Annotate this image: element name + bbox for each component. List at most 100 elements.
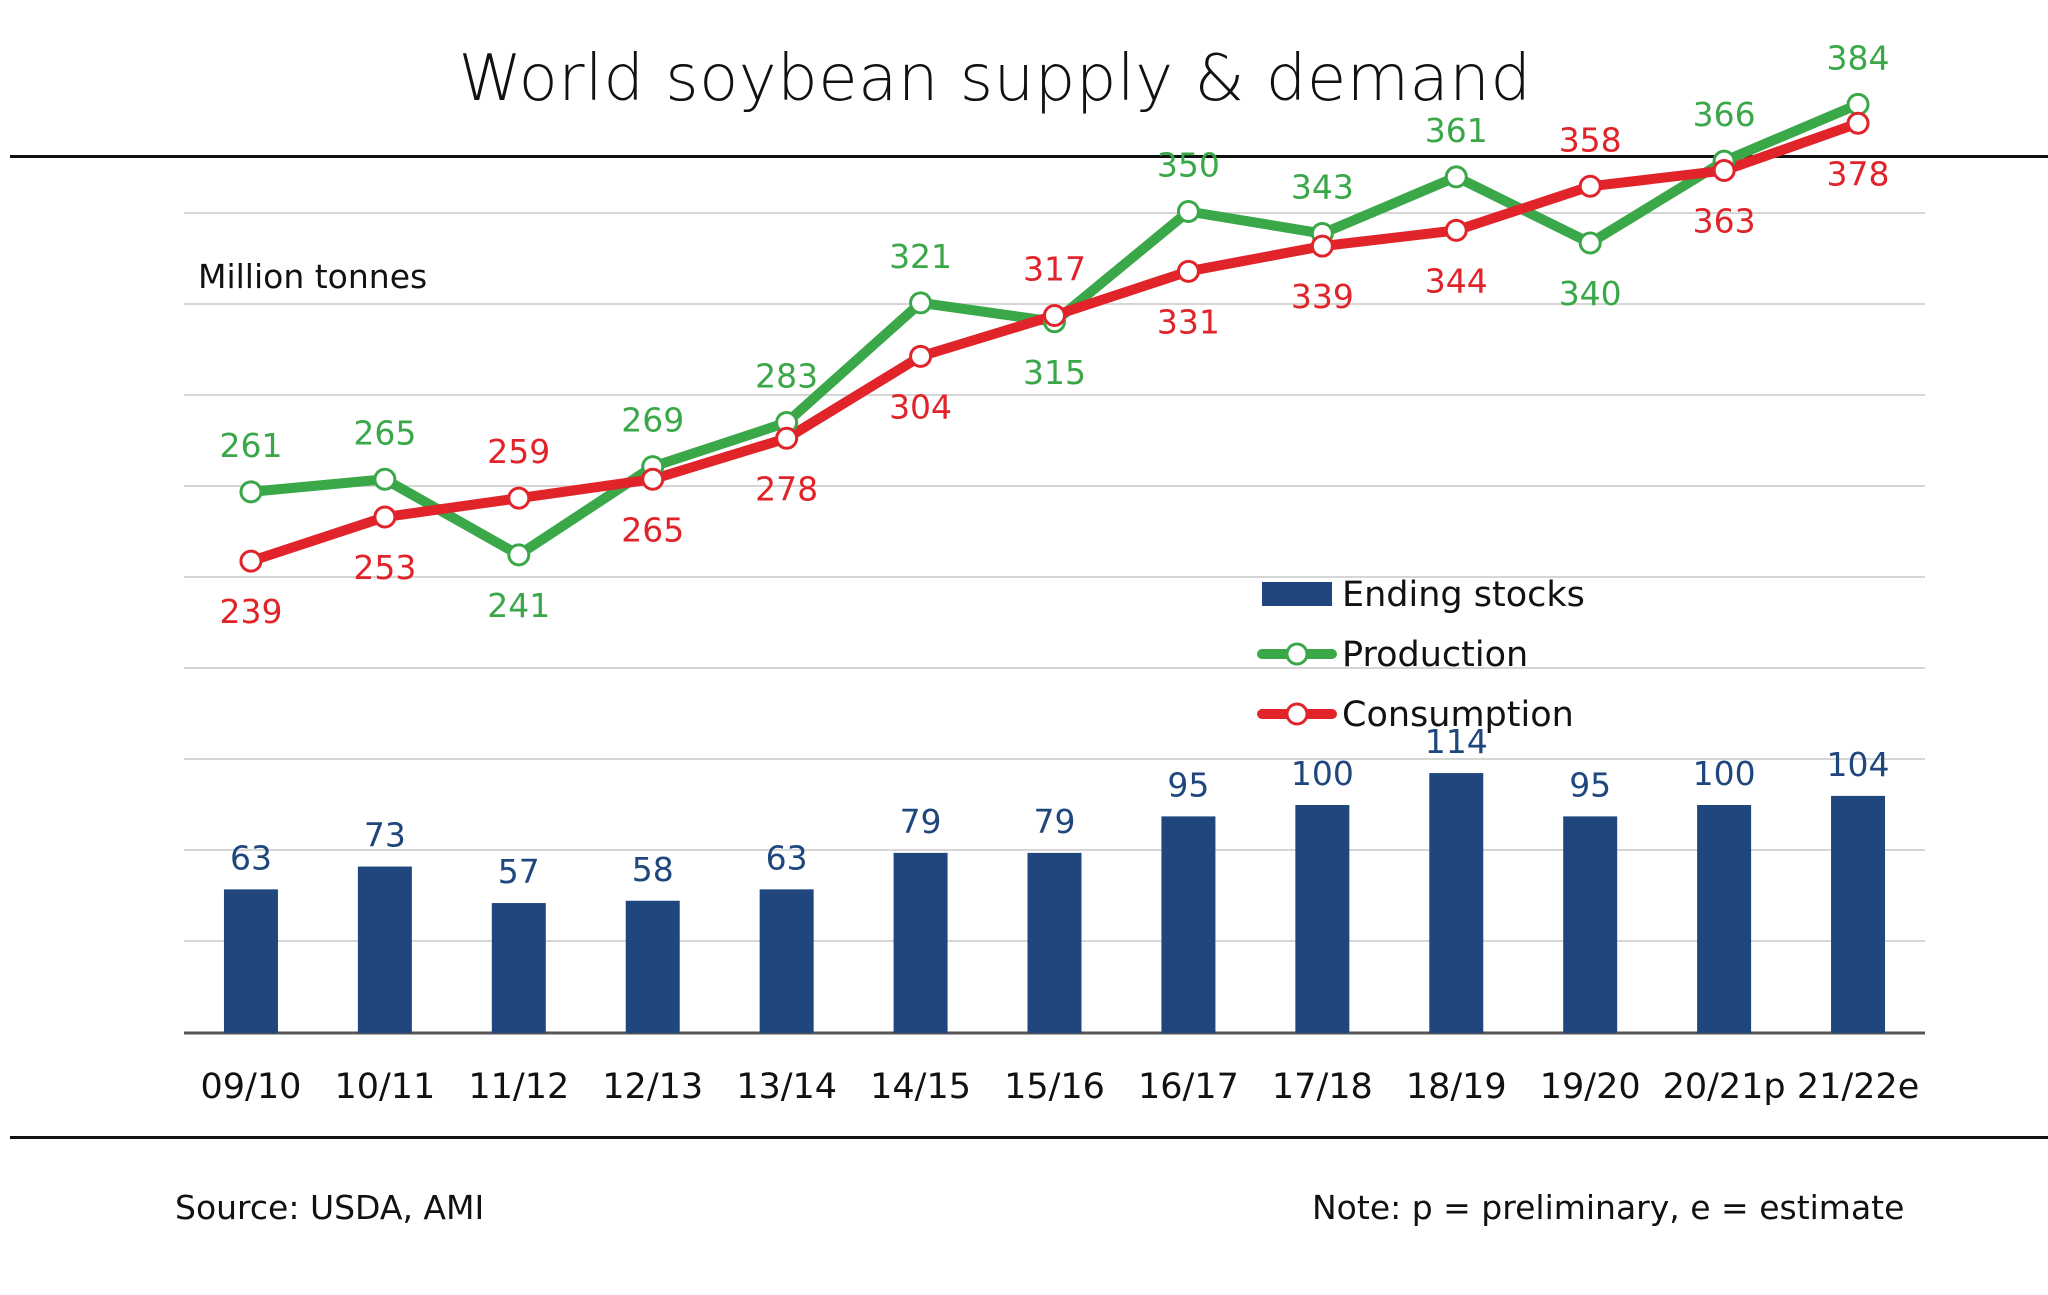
- production-label: 384: [1827, 38, 1890, 77]
- consumption-label: 278: [755, 469, 818, 508]
- production-label: 265: [353, 413, 416, 452]
- ending-stocks-bar: [1831, 795, 1886, 1033]
- legend-ending-stocks-swatch: [1262, 582, 1332, 606]
- consumption-marker: [1712, 159, 1736, 183]
- ending-stocks-label: 63: [230, 838, 272, 877]
- x-tick-label: 10/11: [334, 1067, 435, 1107]
- ending-stocks-bar: [223, 889, 278, 1033]
- consumption-marker: [1846, 111, 1870, 135]
- ending-stocks-bar: [357, 866, 412, 1033]
- x-tick-label: 21/22e: [1797, 1067, 1919, 1107]
- ending-stocks-label: 104: [1827, 745, 1890, 784]
- production-marker: [239, 480, 263, 504]
- production-label: 340: [1559, 274, 1622, 313]
- ending-stocks-bar: [491, 903, 546, 1033]
- x-tick-label: 14/15: [870, 1067, 971, 1107]
- consumption-label: 253: [353, 548, 416, 587]
- ending-stocks-label: 114: [1425, 722, 1488, 761]
- legend-production-marker: [1285, 642, 1309, 666]
- ending-stocks-label: 73: [364, 816, 406, 855]
- legend-ending-stocks-label: Ending stocks: [1342, 575, 1585, 615]
- consumption-label: 317: [1023, 249, 1086, 288]
- consumption-label: 358: [1559, 120, 1622, 159]
- production-label: 283: [755, 357, 818, 396]
- production-marker: [1176, 200, 1200, 223]
- production-label: 315: [1023, 353, 1086, 392]
- consumption-label: 265: [621, 510, 684, 549]
- production-label: 366: [1693, 95, 1756, 134]
- ending-stocks-labels: 63 73 57 58 63 79 79 95 100 114 95 100 104: [230, 722, 1890, 891]
- consumption-marker: [1310, 234, 1334, 258]
- consumption-marker: [239, 549, 263, 573]
- ending-stocks-bar: [1697, 805, 1752, 1033]
- production-marker: [507, 543, 531, 567]
- production-marker: [1846, 92, 1870, 116]
- consumption-label: 304: [889, 387, 952, 426]
- ending-stocks-label: 79: [1034, 802, 1076, 841]
- source-note: Source: USDA, AMI: [175, 1188, 485, 1227]
- x-axis-labels: 09/10 10/11 11/12 12/13 13/14 14/15 15/16 16/17…: [201, 1067, 1920, 1107]
- production-label: 350: [1157, 146, 1220, 185]
- consumption-marker: [1176, 259, 1200, 283]
- ending-stocks-bar: [759, 889, 814, 1033]
- x-tick-label: 15/16: [1004, 1067, 1105, 1107]
- ending-stocks-bar: [1429, 773, 1484, 1033]
- ending-stocks-label: 100: [1693, 754, 1756, 793]
- x-tick-label: 12/13: [602, 1067, 703, 1107]
- ending-stocks-bar: [1563, 816, 1618, 1033]
- consumption-marker: [1444, 218, 1468, 242]
- consumption-label: 363: [1693, 202, 1756, 241]
- ending-stocks-label: 57: [498, 852, 540, 891]
- ending-stocks-label: 58: [632, 850, 674, 889]
- x-tick-label: 11/12: [468, 1067, 569, 1107]
- legend: Ending stocks Production Consumption: [1257, 575, 1585, 735]
- ending-stocks-bars: [223, 773, 1886, 1033]
- consumption-marker: [641, 467, 665, 491]
- production-label: 241: [487, 586, 550, 625]
- consumption-marker: [909, 344, 933, 368]
- ending-stocks-label: 100: [1291, 754, 1354, 793]
- abbreviation-note: Note: p = preliminary, e = estimate: [1312, 1188, 1905, 1227]
- consumption-line: [245, 118, 1864, 567]
- consumption-marker: [775, 426, 799, 450]
- ending-stocks-bar: [625, 900, 680, 1033]
- x-tick-label: 18/19: [1406, 1067, 1507, 1107]
- production-marker: [373, 467, 397, 491]
- consumption-label: 331: [1157, 302, 1220, 341]
- x-tick-label: 09/10: [201, 1067, 302, 1107]
- x-tick-label: 19/20: [1540, 1067, 1641, 1107]
- x-tick-label: 17/18: [1272, 1067, 1373, 1107]
- ending-stocks-label: 95: [1167, 765, 1209, 804]
- production-marker: [1578, 231, 1602, 255]
- consumption-label: 378: [1827, 154, 1890, 193]
- production-label: 321: [889, 237, 952, 276]
- consumption-label: 339: [1291, 277, 1354, 316]
- top-divider: [10, 155, 2048, 158]
- ending-stocks-label: 63: [766, 838, 808, 877]
- x-tick-label: 20/21p: [1663, 1067, 1786, 1107]
- unit-label: Million tonnes: [198, 257, 427, 296]
- ending-stocks-label: 95: [1569, 765, 1611, 804]
- consumption-marker: [1043, 303, 1066, 327]
- ending-stocks-label: 79: [900, 802, 942, 841]
- production-label: 269: [621, 401, 684, 440]
- consumption-label: 344: [1425, 261, 1488, 300]
- x-tick-label: 16/17: [1138, 1067, 1239, 1107]
- ending-stocks-bar: [1295, 805, 1350, 1033]
- consumption-marker: [507, 486, 531, 510]
- bottom-divider: [10, 1136, 2048, 1139]
- production-marker: [1444, 165, 1468, 189]
- production-marker: [909, 291, 933, 315]
- consumption-marker: [373, 505, 397, 529]
- consumption-label: 259: [487, 432, 550, 471]
- legend-consumption-marker: [1285, 702, 1309, 726]
- markers: [239, 92, 1870, 573]
- chart-title: World soybean supply & demand: [458, 42, 1532, 116]
- legend-production-label: Production: [1342, 635, 1528, 675]
- production-label: 343: [1291, 168, 1354, 207]
- consumption-label: 239: [219, 592, 282, 631]
- ending-stocks-bar: [1161, 816, 1216, 1033]
- consumption-marker: [1578, 174, 1602, 198]
- x-tick-label: 13/14: [736, 1067, 837, 1107]
